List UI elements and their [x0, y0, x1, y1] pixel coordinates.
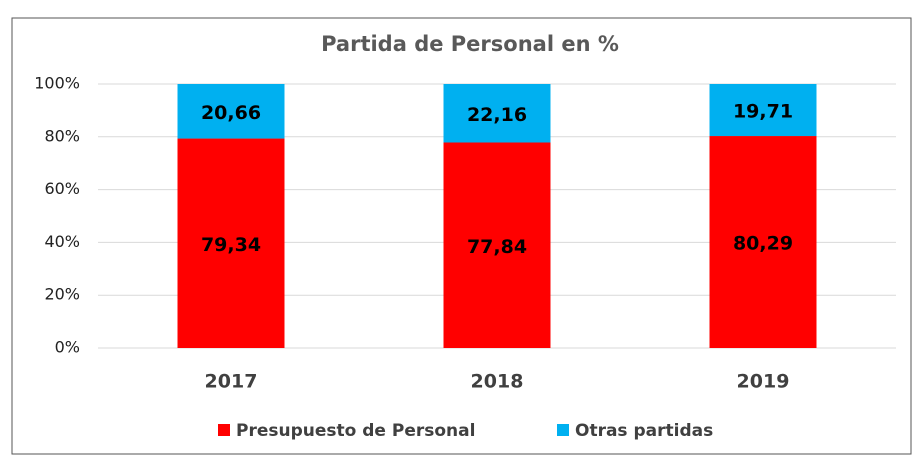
- data-label: 80,29: [733, 233, 793, 255]
- y-tick-label: 100%: [34, 74, 80, 93]
- bar-segment: [443, 84, 551, 143]
- data-label: 77,84: [467, 236, 527, 258]
- bar-segment: [709, 136, 817, 348]
- y-tick-label: 0%: [55, 338, 80, 357]
- y-tick-label: 40%: [44, 232, 80, 251]
- bar-segment: [443, 142, 551, 348]
- data-label: 22,16: [467, 104, 527, 126]
- x-tick-label: 2017: [205, 371, 258, 393]
- bar-segment: [177, 84, 285, 139]
- data-label: 19,71: [733, 101, 793, 123]
- legend-label: Presupuesto de Personal: [236, 421, 475, 441]
- bar-segment: [177, 138, 285, 348]
- x-tick-label: 2018: [471, 371, 524, 393]
- legend-swatch: [557, 424, 569, 436]
- y-tick-label: 60%: [44, 179, 80, 198]
- bar-segment: [709, 84, 817, 137]
- legend-label: Otras partidas: [575, 421, 713, 441]
- y-tick-label: 20%: [44, 285, 80, 304]
- chart-title: Partida de Personal en %: [321, 32, 619, 56]
- legend-swatch: [218, 424, 230, 436]
- data-label: 20,66: [201, 102, 261, 124]
- x-tick-label: 2019: [737, 371, 790, 393]
- data-label: 79,34: [201, 234, 261, 256]
- y-tick-label: 80%: [44, 126, 80, 145]
